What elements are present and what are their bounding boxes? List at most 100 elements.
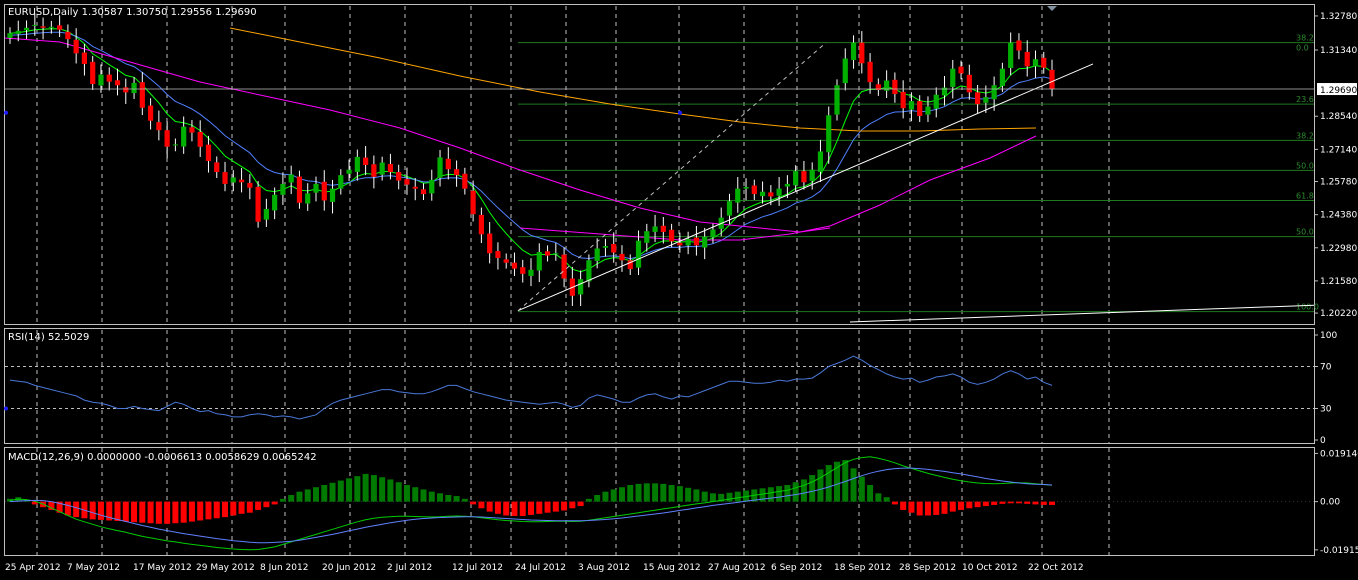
candle-body[interactable] (65, 31, 71, 40)
macd-histogram-bar[interactable] (618, 487, 625, 502)
candle-body[interactable] (726, 201, 733, 216)
candle-body[interactable] (768, 192, 774, 197)
macd-histogram-bar[interactable] (784, 485, 791, 502)
macd-histogram-bar[interactable] (536, 501, 543, 514)
macd-histogram-bar[interactable] (387, 479, 394, 502)
candle-body[interactable] (793, 171, 799, 186)
candle-body[interactable] (32, 24, 38, 26)
candle-body[interactable] (991, 85, 997, 100)
candle-body[interactable] (908, 101, 915, 110)
candle-body[interactable] (106, 74, 112, 82)
candle-body[interactable] (594, 248, 600, 262)
candle-body[interactable] (40, 26, 46, 28)
macd-histogram-bar[interactable] (643, 483, 650, 502)
macd-histogram-bar[interactable] (685, 487, 692, 502)
candle-body[interactable] (445, 158, 451, 170)
macd-histogram-bar[interactable] (453, 496, 460, 502)
macd-histogram-bar[interactable] (668, 485, 675, 502)
candle-body[interactable] (917, 101, 923, 117)
macd-histogram-bar[interactable] (602, 491, 609, 502)
chart-shift-marker-icon[interactable] (1047, 6, 1057, 11)
macd-histogram-bar[interactable] (139, 501, 146, 523)
macd-histogram-bar[interactable] (180, 501, 187, 523)
macd-histogram-bar[interactable] (858, 476, 865, 502)
macd-histogram-bar[interactable] (403, 485, 410, 502)
macd-histogram-bar[interactable] (205, 501, 212, 520)
candle-body[interactable] (685, 239, 691, 246)
macd-histogram-bar[interactable] (743, 490, 750, 502)
support-trendline[interactable] (517, 63, 1094, 312)
candle-body[interactable] (57, 25, 63, 30)
macd-histogram-bar[interactable] (1032, 501, 1039, 505)
macd-histogram-bar[interactable] (627, 485, 634, 502)
candle-body[interactable] (834, 85, 840, 115)
macd-histogram-bar[interactable] (834, 461, 840, 502)
macd-histogram-bar[interactable] (222, 501, 229, 518)
macd-histogram-bar[interactable] (230, 501, 237, 516)
candle-body[interactable] (164, 130, 170, 147)
macd-histogram-bar[interactable] (329, 482, 336, 502)
macd-histogram-bar[interactable] (569, 501, 576, 509)
candle-body[interactable] (412, 186, 418, 189)
candle-body[interactable] (139, 82, 145, 108)
candle-body[interactable] (850, 42, 857, 60)
candle-body[interactable] (205, 144, 212, 161)
macd-histogram-bar[interactable] (461, 498, 468, 502)
candle-body[interactable] (958, 66, 964, 74)
candle-body[interactable] (611, 243, 617, 253)
candle-body[interactable] (495, 251, 501, 258)
candle-body[interactable] (867, 61, 873, 83)
candle-body[interactable] (238, 179, 245, 183)
candle-body[interactable] (470, 190, 476, 215)
candle-body[interactable] (263, 208, 269, 220)
candle-body[interactable] (817, 151, 824, 172)
candle-body[interactable] (396, 172, 402, 181)
candle-body[interactable] (462, 173, 468, 189)
candle-body[interactable] (784, 183, 790, 187)
macd-histogram-bar[interactable] (867, 485, 874, 502)
candle-body[interactable] (751, 185, 757, 195)
macd-histogram-bar[interactable] (825, 465, 832, 502)
macd-histogram-bar[interactable] (312, 487, 319, 502)
candle-body[interactable] (48, 26, 54, 28)
macd-histogram-bar[interactable] (147, 501, 154, 524)
macd-histogram-bar[interactable] (652, 483, 659, 502)
macd-histogram-bar[interactable] (279, 498, 286, 502)
candle-body[interactable] (925, 106, 931, 115)
macd-histogram-bar[interactable] (370, 475, 377, 502)
macd-histogram-bar[interactable] (908, 501, 915, 513)
candle-body[interactable] (669, 229, 675, 242)
macd-histogram-bar[interactable] (304, 489, 311, 502)
candle-body[interactable] (197, 131, 203, 147)
macd-histogram-bar[interactable] (255, 501, 262, 510)
candle-body[interactable] (619, 253, 625, 261)
candle-body[interactable] (544, 251, 551, 256)
candle-body[interactable] (1041, 57, 1047, 68)
candle-body[interactable] (933, 94, 939, 109)
candle-body[interactable] (635, 240, 642, 268)
macd-histogram-bar[interactable] (933, 501, 940, 515)
macd-histogram-bar[interactable] (958, 501, 965, 510)
long-trendline[interactable] (849, 304, 1315, 323)
candle-body[interactable] (305, 193, 311, 204)
candle-body[interactable] (859, 42, 865, 64)
candle-body[interactable] (1016, 40, 1022, 51)
candle-body[interactable] (602, 246, 609, 248)
macd-histogram-bar[interactable] (1049, 501, 1056, 505)
candle-body[interactable] (966, 74, 972, 93)
candle-body[interactable] (900, 91, 906, 109)
candle-body[interactable] (1049, 69, 1055, 90)
candle-body[interactable] (627, 260, 633, 270)
macd-histogram-bar[interactable] (850, 468, 857, 502)
macd-histogram-bar[interactable] (48, 501, 55, 510)
macd-histogram-bar[interactable] (164, 501, 171, 524)
macd-histogram-bar[interactable] (875, 493, 882, 502)
macd-histogram-bar[interactable] (660, 483, 667, 502)
macd-histogram-bar[interactable] (817, 469, 824, 502)
macd-histogram-bar[interactable] (842, 460, 849, 502)
macd-histogram-bar[interactable] (131, 501, 138, 523)
candle-body[interactable] (181, 126, 187, 147)
macd-histogram-bar[interactable] (31, 501, 38, 505)
candle-body[interactable] (677, 242, 683, 246)
